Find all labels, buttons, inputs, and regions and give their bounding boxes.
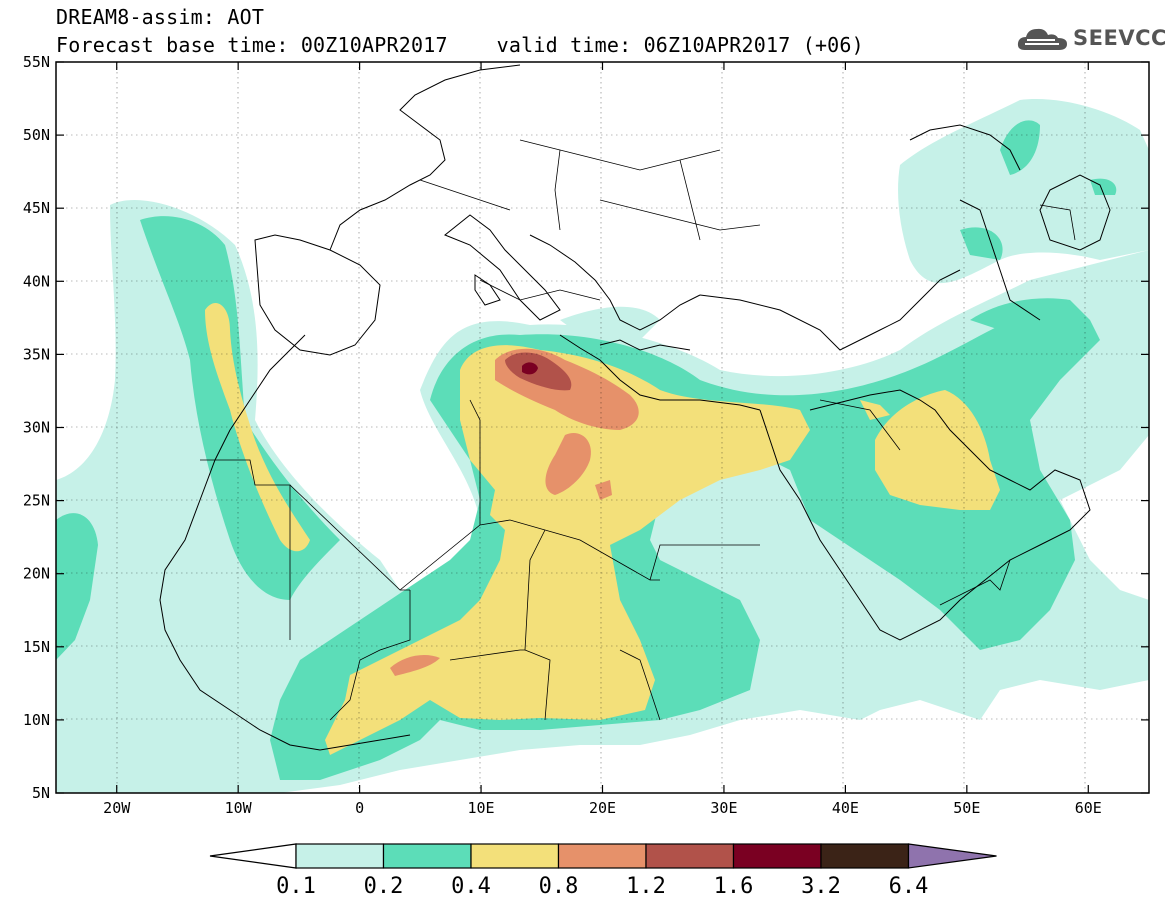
- lat-tick-label: 5N: [32, 784, 50, 802]
- aot-level-1.2: [505, 352, 572, 391]
- lon-tick-label: 10E: [468, 799, 495, 817]
- lat-tick-label: 35N: [23, 345, 50, 363]
- colorbar-label: 0.2: [364, 874, 404, 899]
- colorbar-swatch: [820, 843, 910, 869]
- colorbar-label: 0.8: [539, 874, 579, 899]
- colorbar-swatch: [382, 843, 472, 869]
- colorbar-label: 3.2: [801, 874, 841, 899]
- lon-tick-label: 20E: [589, 799, 616, 817]
- seevccc-logo: SEEVCCC: [1015, 22, 1165, 56]
- colorbar-swatch: [295, 843, 385, 869]
- lat-tick-label: 25N: [23, 492, 50, 510]
- aot-contours: [56, 62, 1149, 793]
- lat-tick-label: 50N: [23, 126, 50, 144]
- colorbar-label: 1.6: [714, 874, 754, 899]
- colorbar: 0.1 0.2 0.4 0.8 1.2 1.6 3.2 6.4: [209, 843, 997, 899]
- lon-tick-label: 30E: [710, 799, 737, 817]
- axis-ticks: 20W 10W 0 10E 20E 30E 40E 50E 60E 55N 50N 45N 40N 35N…: [23, 53, 1149, 817]
- lat-tick-label: 40N: [23, 272, 50, 290]
- lon-tick-label: 50E: [953, 799, 980, 817]
- colorbar-label: 0.1: [276, 874, 316, 899]
- colorbar-under-arrow: [209, 843, 297, 869]
- lat-tick-label: 45N: [23, 199, 50, 217]
- aot-level-0.4: [205, 302, 1000, 755]
- colorbar-swatch: [557, 843, 647, 869]
- colorbar-over-arrow: [907, 843, 997, 869]
- lat-tick-label: 55N: [23, 53, 50, 71]
- coastlines: [159, 64, 1111, 751]
- lon-tick-label: 20W: [103, 799, 131, 817]
- forecast-times: Forecast base time: 00Z10APR2017 valid t…: [56, 33, 864, 57]
- lon-tick-label: 10W: [225, 799, 253, 817]
- colorbar-swatch: [645, 843, 735, 869]
- graticule: [56, 62, 1149, 793]
- lat-tick-label: 30N: [23, 419, 50, 437]
- borders: [200, 139, 1076, 721]
- lat-tick-label: 20N: [23, 565, 50, 583]
- logo-text: SEEVCCC: [1073, 26, 1165, 50]
- colorbar-label: 6.4: [889, 874, 929, 899]
- lon-tick-label: 40E: [832, 799, 859, 817]
- colorbar-swatch: [470, 843, 560, 869]
- colorbar-label: 0.4: [451, 874, 491, 899]
- colorbar-swatch: [732, 843, 822, 869]
- lat-tick-label: 10N: [23, 711, 50, 729]
- map-title: DREAM8-assim: AOT: [56, 5, 265, 29]
- lon-tick-label: 0: [355, 799, 364, 817]
- aot-level-1.6: [522, 362, 538, 375]
- cloud-icon: [1017, 28, 1067, 50]
- lat-tick-label: 15N: [23, 638, 50, 656]
- colorbar-label: 1.2: [626, 874, 666, 899]
- lon-tick-label: 60E: [1075, 799, 1102, 817]
